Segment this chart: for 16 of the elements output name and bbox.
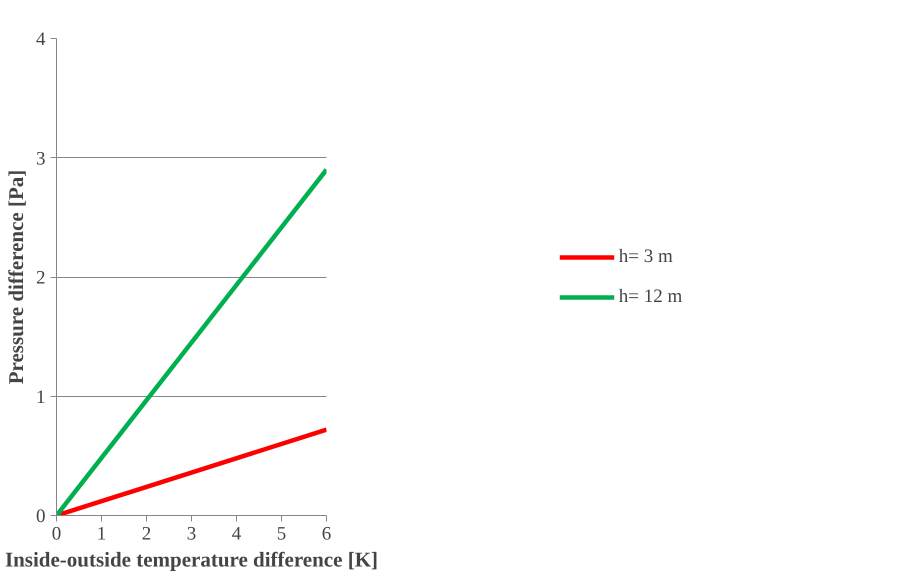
x-tick-label: 2	[142, 524, 152, 544]
y-tick-label: 3	[36, 148, 46, 170]
legend-label: h= 3 m	[618, 246, 673, 268]
y-tick-label: 1	[36, 386, 46, 408]
y-tick-label: 4	[36, 29, 46, 50]
x-tick-label: 5	[276, 524, 286, 544]
y-tick-label: 2	[36, 268, 46, 288]
legend-label: h= 12 m	[618, 286, 682, 308]
x-tick-label: 4	[232, 524, 242, 544]
x-tick-label: 0	[52, 524, 62, 544]
x-tick-label: 6	[322, 524, 332, 544]
x-tick-label: 3	[186, 524, 196, 544]
y-tick-label: 0	[36, 506, 46, 527]
y-axis-title: Pressure difference [Pa]	[4, 170, 28, 384]
x-axis-title: Inside-outside temperature difference [K]	[4, 548, 378, 572]
x-tick-label: 1	[96, 524, 106, 544]
